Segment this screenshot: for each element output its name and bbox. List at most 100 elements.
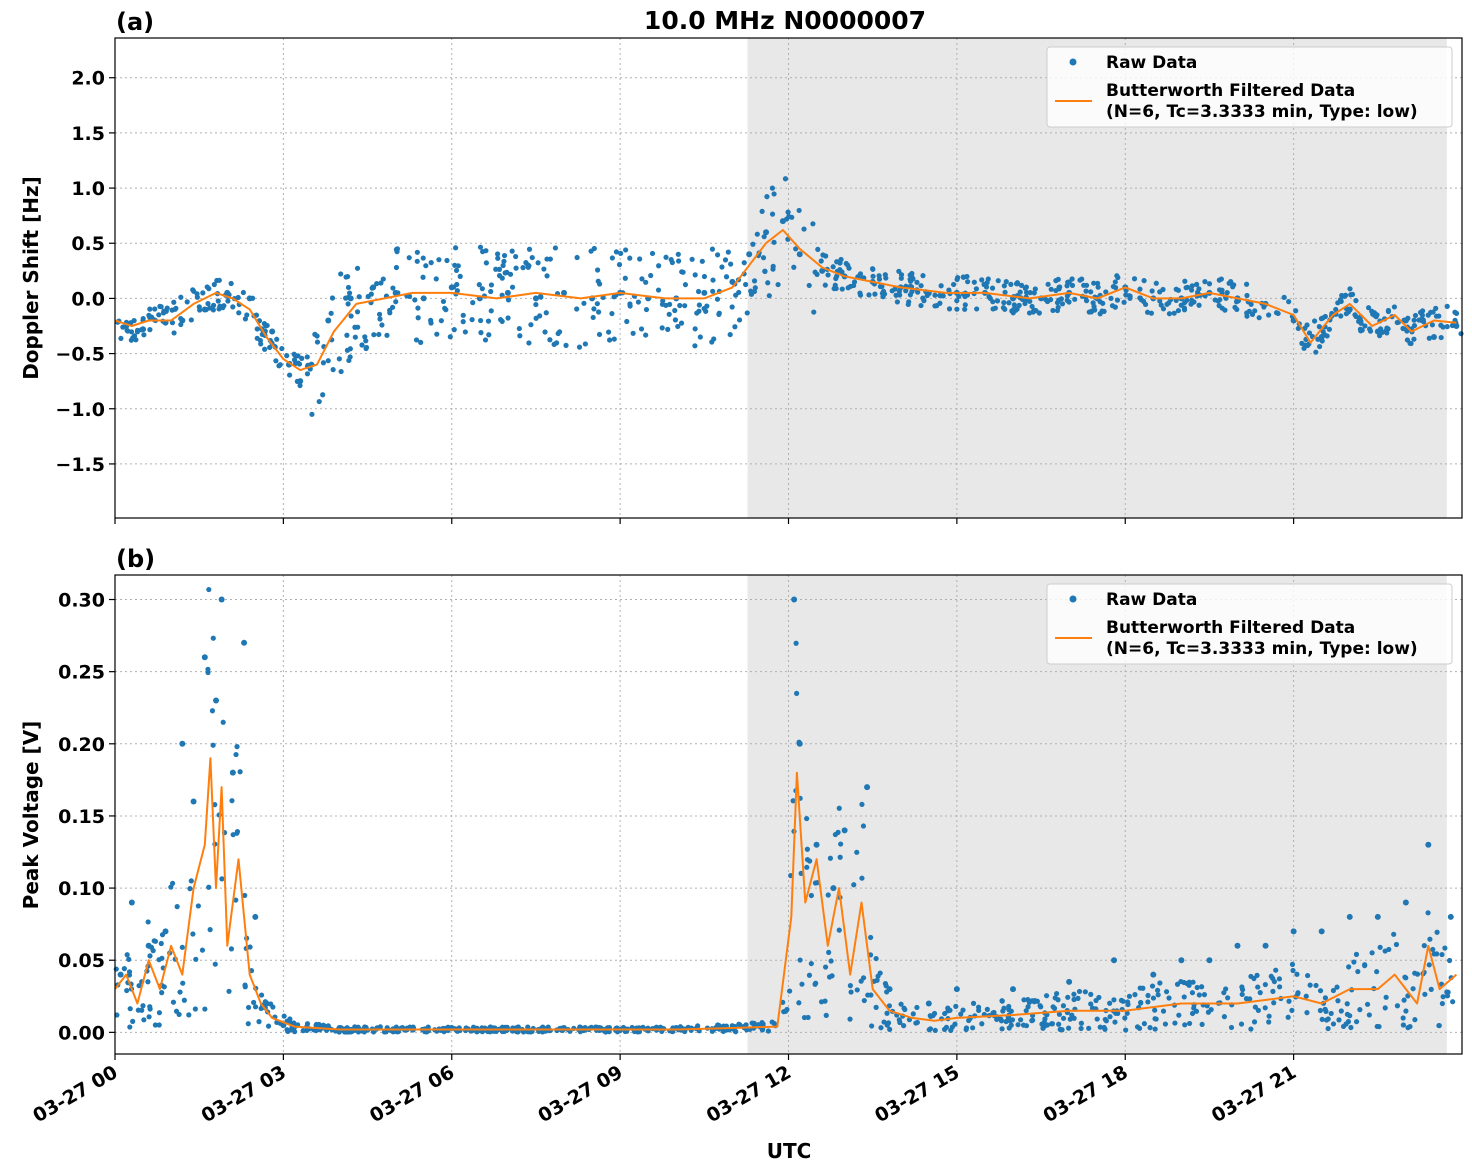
raw-data-point [412,297,418,303]
raw-data-point [1149,288,1155,294]
raw-data-point [1153,1016,1159,1022]
raw-data-point [1187,1020,1193,1027]
raw-data-point [1219,287,1225,293]
raw-data-point [151,938,157,944]
raw-data-point [362,334,368,340]
y-tick-label: −1.0 [55,399,105,421]
raw-data-point [251,999,257,1006]
y-tick-label: −0.5 [55,344,105,366]
raw-data-point [316,398,322,405]
raw-data-point [480,249,486,255]
raw-data-point [394,249,400,255]
raw-data-point [1344,1001,1350,1007]
raw-data-point [254,326,260,332]
raw-data-point [1311,318,1318,324]
raw-data-point [744,310,750,316]
raw-data-point [1178,957,1185,964]
raw-data-point [811,309,817,315]
raw-data-point [692,326,698,332]
raw-data-point [1050,1004,1056,1010]
y-tick-label: 2.0 [71,68,105,90]
raw-data-point [1394,1003,1401,1009]
raw-data-point [316,1021,322,1028]
raw-data-point [1054,990,1060,997]
raw-data-point [299,355,305,361]
raw-data-point [1286,998,1292,1004]
raw-data-point [1295,325,1301,332]
raw-data-point [284,1027,290,1033]
raw-data-point [793,246,799,252]
y-tick-label: 0.15 [58,806,105,828]
raw-data-point [1166,995,1172,1001]
raw-data-point [1076,988,1083,995]
y-tick-label: 0.5 [71,233,105,255]
raw-data-point [1088,289,1094,295]
raw-data-point [1150,995,1157,1001]
raw-data-point [344,332,350,338]
raw-data-point [823,253,829,259]
raw-data-point [864,784,871,791]
raw-data-point [1067,1016,1073,1022]
raw-data-point [1257,990,1263,996]
raw-data-point [1348,1024,1354,1031]
raw-data-point [420,295,427,302]
raw-data-point [1091,280,1097,286]
raw-data-point [561,289,567,296]
raw-data-point [455,263,461,269]
raw-data-point [1066,978,1073,985]
raw-data-point [1400,1022,1406,1028]
raw-data-point [1056,297,1062,303]
raw-data-point [194,291,200,297]
raw-data-point [320,392,326,398]
raw-data-point [666,311,672,317]
raw-data-point [769,185,775,191]
raw-data-point [709,339,715,345]
raw-data-point [847,983,853,989]
raw-data-point [970,1025,976,1031]
raw-data-point [582,341,588,347]
raw-data-point [1103,1018,1109,1024]
raw-data-point [1330,987,1337,994]
raw-data-point [496,273,503,279]
raw-data-point [1088,1001,1094,1007]
raw-data-point [486,332,492,338]
raw-data-point [851,279,858,285]
raw-data-point [346,357,352,364]
raw-data-point [1123,1027,1129,1033]
raw-data-point [1094,280,1101,286]
raw-data-point [838,256,844,263]
raw-data-point [878,1025,884,1031]
raw-data-point [914,279,920,285]
raw-data-point [1055,276,1061,282]
raw-data-point [273,358,279,364]
raw-data-point [210,742,216,748]
raw-data-point [1045,281,1051,287]
raw-data-point [1325,1025,1331,1032]
raw-data-point [873,1004,879,1010]
raw-data-point [1346,913,1353,920]
raw-data-point [131,333,138,339]
raw-data-point [859,875,865,881]
raw-data-point [1402,899,1409,906]
raw-data-point [1029,303,1035,310]
raw-data-point [152,1022,159,1028]
raw-data-point [1366,1012,1372,1018]
raw-data-point [998,1018,1005,1024]
raw-data-point [932,292,938,298]
raw-data-point [1145,999,1151,1005]
raw-data-point [1401,997,1407,1003]
raw-data-point [469,317,475,323]
raw-data-point [117,971,124,978]
raw-data-point [725,249,731,255]
raw-data-point [722,257,729,263]
raw-data-point [1425,841,1432,848]
raw-data-point [134,327,141,333]
raw-data-point [1326,326,1333,332]
raw-data-point [505,297,512,303]
raw-data-point [945,1008,951,1014]
raw-data-point [126,956,132,962]
y-tick-label: 0.05 [58,950,105,972]
raw-data-point [1102,1026,1108,1032]
raw-data-point [1330,1021,1337,1027]
